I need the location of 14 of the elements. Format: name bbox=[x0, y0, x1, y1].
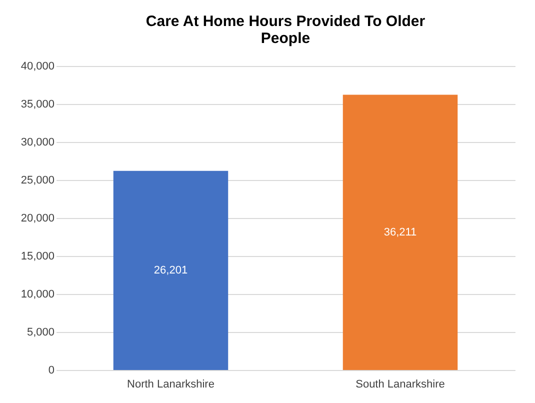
y-tick-label: 35,000 bbox=[20, 98, 54, 110]
y-tick-label: 20,000 bbox=[20, 212, 54, 224]
x-tick-label: North Lanarkshire bbox=[127, 378, 214, 390]
y-tick-label: 30,000 bbox=[20, 136, 54, 148]
y-tick-label: 0 bbox=[48, 364, 54, 376]
chart-title: Care At Home Hours Provided To Older People bbox=[146, 13, 426, 47]
y-tick-label: 10,000 bbox=[20, 288, 54, 300]
data-label: 36,211 bbox=[384, 226, 417, 238]
x-tick-label: South Lanarkshire bbox=[356, 378, 445, 390]
y-tick-label: 40,000 bbox=[20, 60, 54, 72]
y-tick-label: 5,000 bbox=[26, 326, 54, 338]
data-label: 26,201 bbox=[154, 264, 188, 276]
y-tick-label: 15,000 bbox=[20, 250, 54, 262]
y-tick-label: 25,000 bbox=[20, 174, 54, 186]
